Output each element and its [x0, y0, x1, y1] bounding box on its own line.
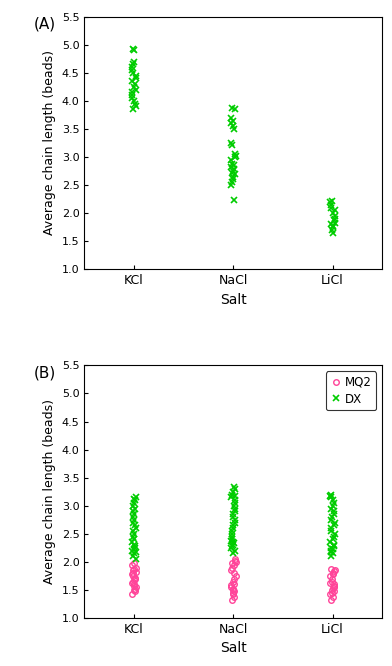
MQ2	[131, 569, 135, 577]
MQ2	[134, 568, 138, 576]
DX	[131, 533, 136, 541]
DX	[132, 535, 136, 543]
Line: MQ2: MQ2	[129, 560, 139, 597]
DX	[131, 519, 135, 527]
DX	[131, 513, 135, 521]
MQ2	[131, 572, 136, 580]
MQ2	[133, 587, 138, 595]
DX	[134, 555, 138, 563]
DX	[130, 547, 134, 555]
MQ2	[131, 586, 136, 594]
MQ2	[132, 576, 136, 584]
DX	[133, 524, 138, 532]
DX	[131, 499, 136, 507]
DX	[132, 549, 136, 557]
Text: (A): (A)	[34, 17, 56, 32]
DX	[132, 496, 137, 504]
MQ2	[132, 582, 136, 590]
Line: DX: DX	[129, 495, 139, 562]
DX	[132, 515, 137, 523]
Y-axis label: Average chain length (beads): Average chain length (beads)	[43, 399, 56, 584]
DX	[133, 544, 138, 552]
MQ2	[131, 577, 135, 585]
MQ2	[129, 561, 134, 569]
MQ2	[130, 566, 135, 574]
MQ2	[133, 573, 138, 581]
MQ2	[132, 580, 136, 588]
MQ2	[134, 563, 138, 571]
MQ2	[134, 583, 139, 591]
Text: (B): (B)	[34, 366, 56, 380]
Legend: MQ2, DX: MQ2, DX	[326, 371, 376, 410]
MQ2	[131, 565, 136, 573]
DX	[134, 494, 138, 501]
DX	[132, 505, 137, 513]
DX	[131, 527, 136, 535]
X-axis label: Salt: Salt	[220, 641, 247, 655]
DX	[134, 548, 138, 556]
DX	[131, 541, 136, 549]
X-axis label: Salt: Salt	[220, 293, 247, 307]
DX	[132, 545, 136, 553]
DX	[131, 501, 136, 509]
MQ2	[132, 559, 137, 567]
MQ2	[129, 591, 134, 599]
DX	[133, 521, 138, 529]
MQ2	[132, 575, 137, 583]
DX	[131, 530, 136, 538]
DX	[131, 510, 136, 518]
MQ2	[129, 579, 134, 587]
MQ2	[132, 585, 137, 593]
DX	[131, 495, 136, 503]
DX	[131, 507, 136, 515]
MQ2	[129, 570, 134, 578]
Y-axis label: Average chain length (beads): Average chain length (beads)	[43, 51, 56, 236]
DX	[130, 552, 135, 560]
DX	[132, 542, 137, 550]
DX	[130, 538, 135, 546]
